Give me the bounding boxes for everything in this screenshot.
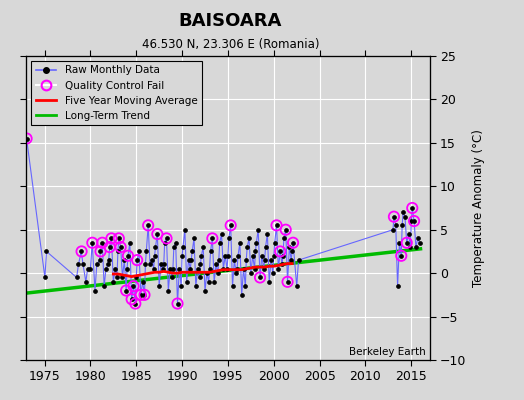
Point xyxy=(162,235,171,242)
Point xyxy=(124,252,132,259)
Point xyxy=(129,283,138,289)
Point xyxy=(107,235,116,242)
Point xyxy=(272,222,281,228)
Point xyxy=(410,218,418,224)
Point xyxy=(408,205,417,211)
Point xyxy=(173,300,182,307)
Point xyxy=(402,240,411,246)
Point xyxy=(131,300,139,307)
Point xyxy=(133,257,141,263)
Point xyxy=(122,287,130,294)
Point xyxy=(256,274,264,281)
Point xyxy=(289,240,297,246)
Point xyxy=(140,292,149,298)
Point xyxy=(78,248,86,255)
Point xyxy=(105,244,114,250)
Y-axis label: Temperature Anomaly (°C): Temperature Anomaly (°C) xyxy=(472,129,485,287)
Point xyxy=(281,226,290,233)
Point xyxy=(98,240,106,246)
Text: Berkeley Earth: Berkeley Earth xyxy=(349,347,425,357)
Point xyxy=(96,248,105,255)
Point xyxy=(115,235,123,242)
Text: 46.530 N, 23.306 E (Romania): 46.530 N, 23.306 E (Romania) xyxy=(142,38,319,51)
Point xyxy=(390,214,398,220)
Legend: Raw Monthly Data, Quality Control Fail, Five Year Moving Average, Long-Term Tren: Raw Monthly Data, Quality Control Fail, … xyxy=(31,61,202,125)
Point xyxy=(208,235,216,242)
Point xyxy=(137,292,145,298)
Point xyxy=(397,252,406,259)
Point xyxy=(276,248,285,255)
Point xyxy=(144,222,152,228)
Point xyxy=(88,240,96,246)
Point xyxy=(127,296,136,302)
Point xyxy=(153,231,161,237)
Point xyxy=(283,279,292,285)
Point xyxy=(23,135,31,142)
Point xyxy=(116,244,125,250)
Text: BAISOARA: BAISOARA xyxy=(179,12,282,30)
Point xyxy=(226,222,235,228)
